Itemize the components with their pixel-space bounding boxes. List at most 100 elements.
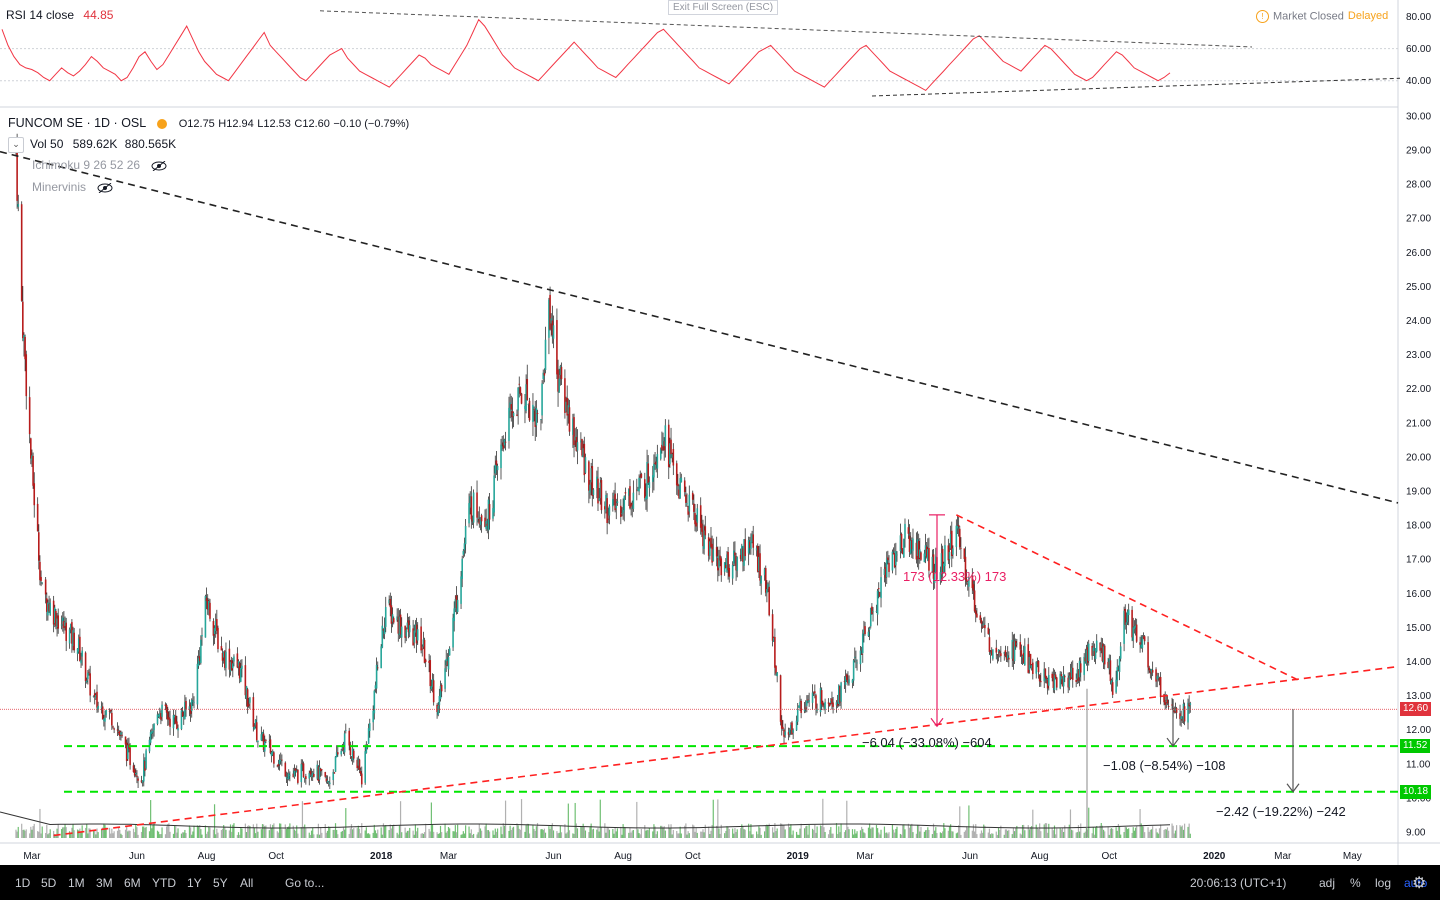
- volume-bar: [70, 832, 72, 838]
- ichimoku-study-legend[interactable]: Ichimoku 9 26 52 26: [32, 158, 167, 172]
- candle-body: [1029, 653, 1032, 666]
- timeframe-1y[interactable]: 1Y: [187, 876, 202, 890]
- volume-bar: [431, 824, 434, 838]
- candle-body: [971, 576, 974, 589]
- candle-body: [806, 700, 808, 706]
- volume-bar: [891, 824, 894, 838]
- candle-body: [1005, 655, 1008, 660]
- volume-bar: [1180, 826, 1182, 838]
- candle-body: [1052, 674, 1055, 688]
- volume-bar: [94, 829, 96, 838]
- candle-body: [1124, 608, 1127, 625]
- candle-body: [463, 543, 466, 551]
- volume-bar: [590, 823, 592, 838]
- price-axis[interactable]: 80.0060.0040.0030.0029.0028.0027.0026.00…: [23, 12, 1431, 862]
- volume-bar: [884, 832, 887, 838]
- candle-body: [672, 449, 675, 466]
- hidden-eye-icon[interactable]: [151, 160, 167, 171]
- volume-bar: [615, 831, 617, 838]
- volume-bar: [184, 829, 186, 838]
- settings-gear-icon[interactable]: ⚙: [1412, 875, 1427, 892]
- candle-body: [137, 778, 139, 781]
- scale-tool-log[interactable]: log: [1375, 876, 1392, 890]
- candle-body: [815, 695, 817, 709]
- timeframe-ytd[interactable]: YTD: [152, 876, 176, 890]
- candle-body: [318, 766, 321, 780]
- candle-body: [69, 623, 72, 630]
- candle-body: [647, 463, 650, 483]
- volume-bar: [526, 823, 528, 838]
- timeframe-all[interactable]: All: [240, 876, 254, 890]
- candle-body: [61, 617, 64, 622]
- volume-bar: [756, 831, 758, 838]
- collapse-chevron-icon[interactable]: ⌄: [8, 137, 24, 153]
- pink-measure-label: 173 (12.33%) 173: [903, 569, 1007, 584]
- vol-study-legend[interactable]: ⌄ Vol 50 589.62K 880.565K: [8, 137, 176, 153]
- candle-body: [727, 551, 729, 571]
- volume-bar: [21, 823, 23, 838]
- timeframe-5y[interactable]: 5Y: [213, 876, 228, 890]
- volume-bar: [127, 831, 129, 838]
- volume-bar: [803, 828, 806, 838]
- volume-bar: [848, 829, 850, 838]
- candle-body: [104, 717, 106, 722]
- volume-bar: [31, 829, 33, 838]
- timeframe-6m[interactable]: 6M: [124, 876, 141, 890]
- volume-bar: [156, 830, 159, 838]
- candle-body: [55, 610, 57, 627]
- volume-bar: [1164, 828, 1166, 838]
- candle-body: [573, 417, 575, 446]
- scale-tool-auto[interactable]: auto: [1404, 876, 1428, 890]
- scale-tool-percent[interactable]: %: [1350, 876, 1361, 890]
- candle-body: [899, 535, 902, 551]
- candle-body: [974, 610, 977, 615]
- volume-bar: [677, 833, 679, 838]
- volume-bar: [748, 823, 750, 838]
- candle-body: [472, 492, 475, 523]
- hidden-eye-icon[interactable]: [97, 182, 113, 193]
- volume-bar: [684, 825, 686, 838]
- timeframe-1m[interactable]: 1M: [68, 876, 85, 890]
- symbol-title[interactable]: FUNCOM SE · 1D · OSL: [8, 116, 146, 130]
- candle-body: [100, 706, 103, 708]
- scale-tool-adj[interactable]: adj: [1319, 876, 1336, 890]
- market-status[interactable]: ! Market Closed Delayed: [1256, 10, 1388, 23]
- timeframe-3m[interactable]: 3M: [96, 876, 113, 890]
- volume-bar: [1024, 830, 1026, 838]
- candle-body: [1155, 669, 1157, 682]
- volume-bar: [600, 827, 603, 838]
- price-axis-tick: 26.00: [1406, 248, 1431, 259]
- candle-body: [1099, 642, 1101, 651]
- minervinis-study-legend[interactable]: Minervinis: [32, 180, 113, 194]
- volume-bar: [325, 832, 327, 838]
- volume-bar: [241, 828, 243, 838]
- candle-body: [396, 616, 398, 621]
- candle-body: [246, 689, 249, 707]
- rsi-pane[interactable]: [0, 10, 1401, 97]
- candle-body: [381, 625, 384, 648]
- price-axis-tick: 25.00: [1406, 282, 1431, 293]
- volume-bar: [822, 798, 824, 838]
- volume-bar: [926, 830, 928, 838]
- candle-body: [309, 770, 312, 775]
- volume-bar: [564, 824, 566, 838]
- candle-body: [811, 692, 814, 703]
- volume-bar: [1012, 827, 1015, 838]
- volume-bar: [784, 829, 786, 838]
- candle-body: [25, 354, 28, 397]
- candle-body: [1067, 677, 1069, 688]
- goto-button[interactable]: Go to...: [285, 876, 325, 890]
- timeframe-5d[interactable]: 5D: [41, 876, 57, 890]
- exit-full-screen-button[interactable]: Exit Full Screen (ESC): [668, 0, 779, 15]
- volume-bar: [710, 830, 712, 838]
- volume-bar: [1176, 825, 1178, 838]
- candle-body: [321, 769, 323, 771]
- volume-bar: [463, 833, 466, 838]
- price-pane[interactable]: [0, 133, 1399, 838]
- volume-bar: [191, 834, 193, 838]
- candle-body: [344, 730, 347, 731]
- timeframe-1d[interactable]: 1D: [15, 876, 31, 890]
- volume-bar: [527, 823, 529, 838]
- volume-bar: [350, 824, 353, 838]
